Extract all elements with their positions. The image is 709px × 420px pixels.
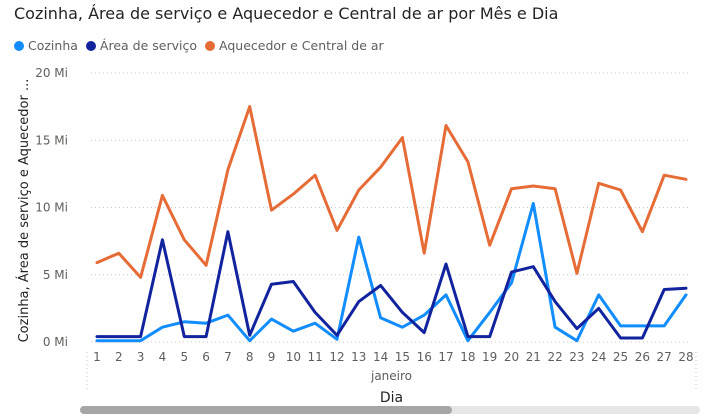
x-tick-label: 16 (417, 350, 432, 364)
legend-marker-aquecedor (205, 40, 215, 51)
legend-label-aquecedor: Aquecedor e Central de ar (219, 38, 384, 53)
x-tick-label: 4 (159, 350, 167, 364)
x-tick-label: 5 (180, 350, 188, 364)
x-tick-label: 6 (202, 350, 210, 364)
legend-label-area-de-servico: Área de serviço (99, 38, 197, 53)
x-tick-label: 19 (482, 350, 497, 364)
x-tick-label: 17 (438, 350, 453, 364)
x-tick-label: 15 (395, 350, 410, 364)
x-axis-title: Dia (380, 390, 403, 406)
legend-marker-area-de-servico (85, 40, 96, 51)
y-tick-label: 15 Mi (35, 133, 68, 147)
x-tick-label: 25 (613, 350, 628, 364)
x-tick-label: 23 (569, 350, 584, 364)
series-line-1 (95, 230, 688, 340)
x-tick-label: 28 (678, 350, 693, 364)
x-tick-label: 14 (373, 350, 388, 364)
legend: Cozinha Área de serviço Aquecedor e Cent… (14, 38, 392, 53)
x-tick-label: 9 (268, 350, 276, 364)
y-tick-label: 5 Mi (43, 268, 68, 282)
y-tick-label: 0 Mi (43, 335, 68, 349)
x-tick-label: 12 (329, 350, 344, 364)
series-line-0 (95, 202, 688, 343)
x-tick-label: 11 (308, 350, 323, 364)
x-tick-label: 21 (526, 350, 541, 364)
legend-item-area-de-servico[interactable]: Área de serviço (85, 38, 197, 53)
x-tick-label: 2 (115, 350, 123, 364)
x-tick-label: 7 (224, 350, 232, 364)
x-group-label: janeiro (370, 369, 412, 383)
y-axis-title: Cozinha, Área de serviço e Aquecedor ... (16, 79, 32, 343)
legend-label-cozinha: Cozinha (28, 38, 78, 53)
legend-item-cozinha[interactable]: Cozinha (14, 38, 78, 53)
scrollbar-thumb[interactable] (80, 406, 452, 414)
y-tick-label: 20 Mi (35, 66, 68, 80)
y-tick-label: 10 Mi (35, 201, 68, 215)
horizontal-scrollbar[interactable] (80, 406, 700, 414)
series-line-2 (95, 105, 688, 279)
x-tick-label: 22 (547, 350, 562, 364)
x-tick-label: 26 (635, 350, 650, 364)
legend-marker-cozinha (14, 40, 24, 51)
legend-item-aquecedor[interactable]: Aquecedor e Central de ar (205, 38, 384, 53)
x-tick-label: 20 (504, 350, 519, 364)
x-tick-label: 3 (137, 350, 145, 364)
x-tick-label: 1 (93, 350, 101, 364)
x-tick-label: 13 (351, 350, 366, 364)
chart-title: Cozinha, Área de serviço e Aquecedor e C… (14, 4, 559, 23)
x-tick-label: 27 (657, 350, 672, 364)
x-tick-label: 8 (246, 350, 254, 364)
x-tick-label: 24 (591, 350, 606, 364)
x-tick-label: 18 (460, 350, 475, 364)
x-tick-label: 10 (286, 350, 301, 364)
